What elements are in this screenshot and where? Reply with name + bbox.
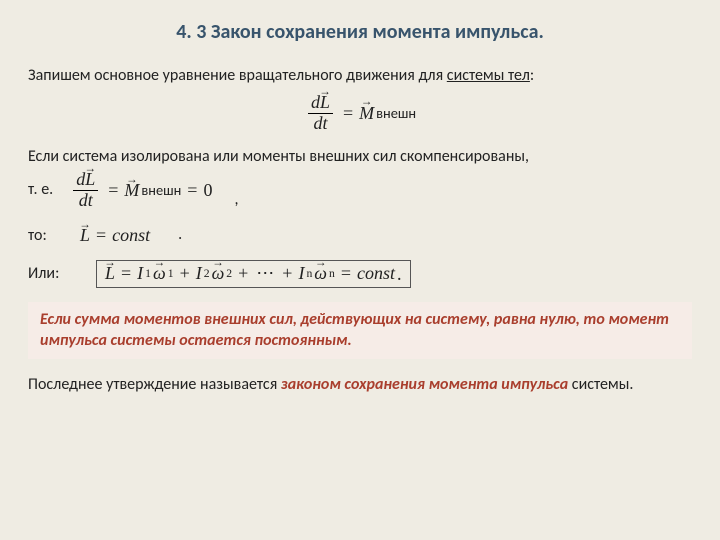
vec-w1: ω [153,263,166,284]
eq4-i2: I [196,263,202,284]
vec-l-3: L [80,225,90,246]
closing-paragraph: Последнее утверждение называется законом… [28,375,692,396]
vec-w2: ω [212,263,225,284]
eq3-eq: = [92,225,110,246]
eq4-dot: . [397,263,402,285]
vec-m-1: M [359,103,374,124]
eq1-dt: dt [310,114,330,134]
eq2-comma: , [234,190,238,211]
equation-2: dL dt = Mвнешн = 0 [69,170,212,211]
closing-a: Последнее утверждение называется [28,375,281,394]
vec-wn: ω [314,263,327,284]
equation-1: dL dt = Mвнешн [28,93,692,134]
eq2-eq1: = [104,180,122,201]
frac-dl-dt-1: dL dt [308,93,333,134]
p2-line1: Если система изолирована или моменты вне… [28,147,692,168]
label-to: то: [28,226,70,245]
eq2-dt: dt [76,191,96,211]
eq4-s1: 1 [145,267,151,280]
equation-4-box: L = I1ω1 + I2ω2 + ⋯ + Inωn = const. [96,260,411,288]
eq1-equals: = [339,103,357,124]
vec-m-2: M [124,180,139,201]
eq3-dot: . [178,225,182,246]
equation-4: L = I1ω1 + I2ω2 + ⋯ + Inωn = const. [105,263,402,285]
label-ili: Или: [28,264,70,283]
row-ili: Или: L = I1ω1 + I2ω2 + ⋯ + Inωn = const. [28,260,692,288]
eq2-zero: 0 [203,180,212,201]
row-to: то: L = const . [28,225,692,246]
closing-c: системы. [568,375,633,394]
eq4-wsn: n [329,267,335,280]
vec-l-2: L [85,170,95,190]
eq4-plus3: + [278,263,296,284]
intro-text-a: Запишем основное уравнение вращательного… [28,66,447,85]
eq4-eqc: = [337,263,355,284]
eq4-plus2: + [234,263,252,284]
eq2-sub: внешн [141,181,181,199]
p2b: т. е. [28,180,53,201]
eq1-sub: внешн [376,104,416,122]
eq2-eq2: = [183,180,201,201]
equation-3: L = const [80,225,150,246]
p2-row: т. е. dL dt = Mвнешн = 0 , [28,170,692,211]
eq4-ws1: 1 [168,267,174,280]
eq4-s2: 2 [204,267,210,280]
vec-l-1: L [320,93,330,113]
law-box: Если сумма моментов внешних сил, действу… [28,302,692,360]
eq4-ws2: 2 [226,267,232,280]
eq3-const: const [112,225,150,246]
eq4-plus1: + [176,263,194,284]
eq4-dots: ⋯ [254,263,276,284]
eq4-const: const [357,263,395,284]
intro-paragraph: Запишем основное уравнение вращательного… [28,66,692,87]
eq4-i1: I [137,263,143,284]
frac-dl-dt-2: dL dt [73,170,98,211]
intro-text-c: : [530,66,534,85]
intro-text-underlined: системы тел [447,66,530,85]
page-title: 4. 3 Закон сохранения момента импульса. [28,20,692,44]
eq4-in: I [298,263,304,284]
vec-l-4: L [105,263,115,284]
eq4-sn: n [306,267,312,280]
slide-page: 4. 3 Закон сохранения момента импульса. … [0,0,720,540]
eq4-eq: = [117,263,135,284]
closing-emph: законом сохранения момента импульса [281,375,568,394]
